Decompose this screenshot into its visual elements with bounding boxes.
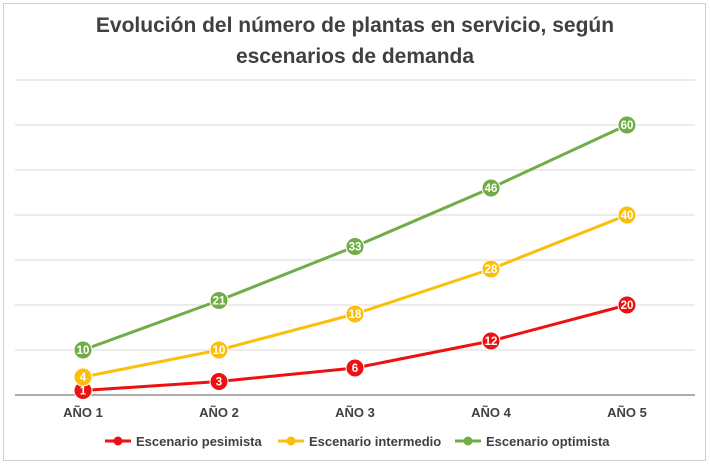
data-point — [617, 295, 637, 315]
data-point — [345, 358, 365, 378]
chart-title-line-1: Evolución del número de plantas en servi… — [95, 14, 615, 37]
data-label: 33 — [349, 242, 362, 254]
x-tick-label: AÑO 3 — [335, 405, 375, 420]
legend-marker — [463, 436, 473, 446]
data-point — [209, 291, 229, 310]
data-label: 4 — [80, 372, 87, 384]
data-point — [481, 178, 501, 198]
data-point — [73, 340, 93, 360]
data-point — [209, 372, 229, 391]
data-label: 10 — [213, 345, 226, 357]
data-point — [345, 304, 365, 324]
x-tick-label: AÑO 2 — [199, 405, 239, 420]
data-point — [345, 237, 365, 256]
data-label: 18 — [349, 309, 362, 321]
legend-label: Escenario optimista — [486, 434, 610, 449]
data-point — [617, 205, 637, 225]
x-tick-label: AÑO 4 — [471, 405, 512, 420]
data-label: 20 — [621, 300, 634, 312]
legend: Escenario pesimista Escenario intermedio E… — [105, 434, 610, 449]
chart-title-line-2: escenarios de demanda — [235, 45, 475, 68]
legend-label: Escenario pesimista — [136, 434, 262, 449]
data-label: 40 — [621, 210, 634, 222]
data-label: 21 — [213, 296, 226, 308]
data-point — [73, 367, 93, 387]
data-label: 3 — [216, 377, 222, 389]
data-points: 1 3 6 12 20 4 10 18 28 40 10 21 33 46 60 — [73, 115, 637, 400]
data-label: 46 — [485, 183, 498, 195]
data-point — [481, 259, 501, 279]
data-point — [209, 340, 229, 360]
legend-marker — [113, 436, 123, 446]
x-tick-label: AÑO 5 — [607, 405, 647, 420]
data-label: 28 — [485, 264, 498, 276]
x-tick-label: AÑO 1 — [63, 405, 103, 420]
data-label: 1 — [80, 386, 87, 398]
data-point — [481, 331, 501, 351]
chart-frame — [3, 3, 706, 461]
chart-title: Evolución del número de plantas en servi… — [0, 10, 710, 72]
data-label: 10 — [77, 345, 90, 357]
x-axis: AÑO 1 AÑO 2 AÑO 3 AÑO 4 AÑO 5 — [15, 394, 695, 420]
legend-marker — [286, 436, 296, 446]
data-label: 60 — [621, 120, 634, 132]
data-label: 6 — [352, 363, 358, 375]
legend-label: Escenario intermedio — [309, 434, 441, 449]
data-label: 12 — [485, 336, 498, 348]
data-point — [617, 115, 637, 135]
gridlines — [15, 79, 695, 351]
series-lines — [82, 123, 628, 392]
